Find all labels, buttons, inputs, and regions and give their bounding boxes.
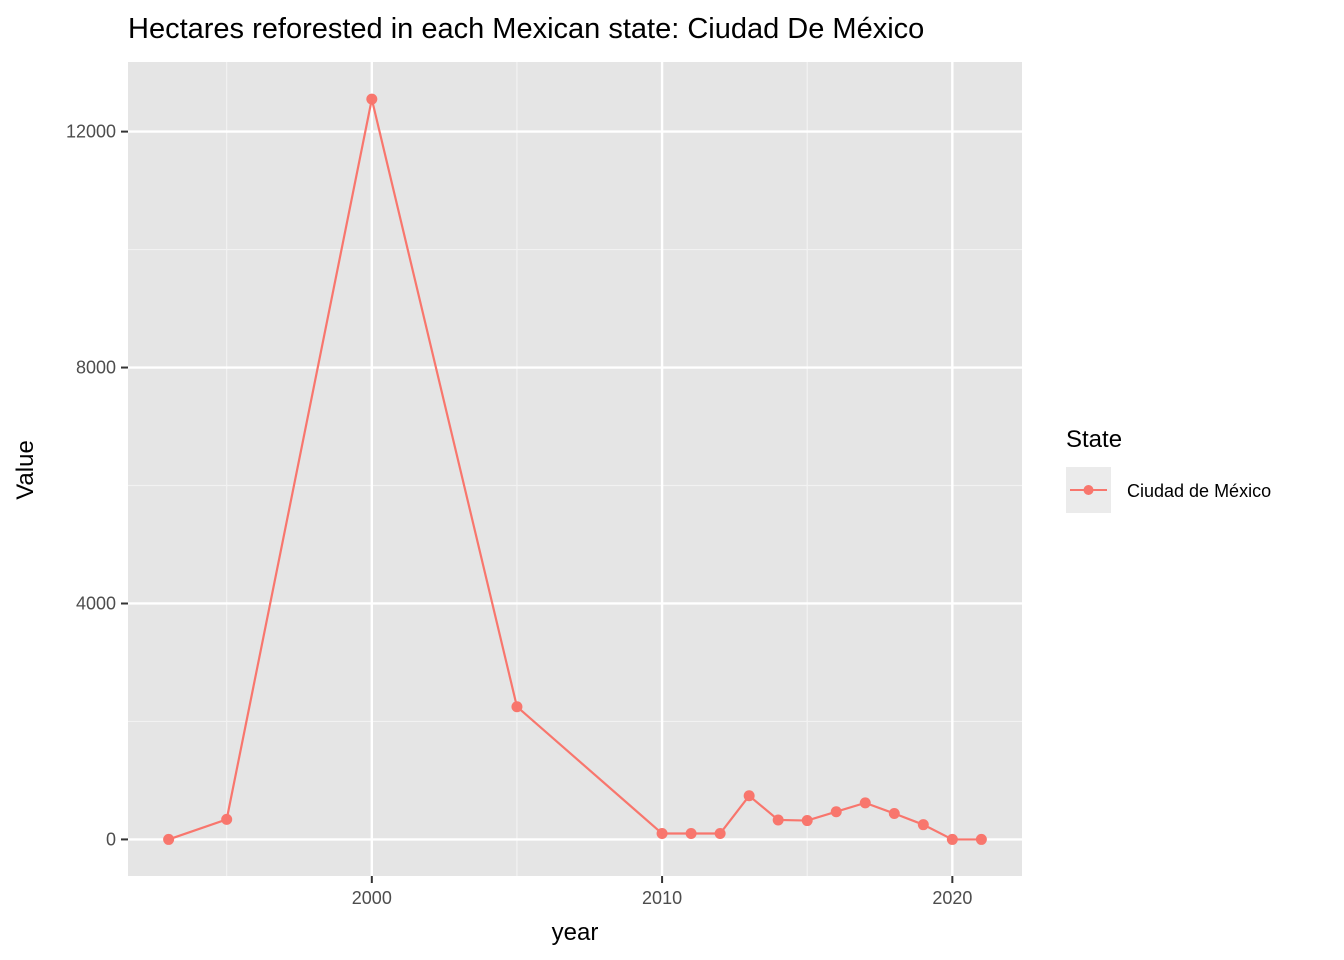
data-point — [859, 797, 871, 809]
legend-title: State — [1066, 426, 1122, 453]
legend: State Ciudad de México — [1066, 426, 1271, 513]
chart-title: Hectares reforested in each Mexican stat… — [128, 13, 924, 45]
data-point — [685, 828, 697, 840]
series-line — [168, 98, 982, 841]
y-tick-label: 12000 — [66, 122, 116, 142]
y-axis-title: Value — [12, 440, 39, 500]
series-layer — [163, 93, 987, 845]
data-point — [366, 93, 378, 105]
legend-key-point — [1083, 485, 1094, 495]
axes: 2000 2010 2020 0 4000 8000 12000 — [66, 122, 972, 908]
data-point — [888, 807, 900, 819]
legend-label: Ciudad de México — [1127, 481, 1271, 501]
data-point — [975, 833, 987, 845]
data-point — [656, 828, 668, 840]
data-point — [714, 828, 726, 840]
plot-panel — [128, 62, 1022, 876]
data-point — [917, 819, 929, 831]
y-tick-label: 0 — [106, 829, 116, 849]
data-point — [221, 813, 233, 825]
x-tick-label: 2010 — [642, 888, 682, 908]
x-tick-label: 2000 — [352, 888, 392, 908]
data-point — [743, 790, 755, 802]
minor-gridlines — [128, 62, 1022, 876]
data-point — [830, 806, 842, 818]
data-point — [163, 833, 175, 845]
data-point — [801, 815, 813, 827]
x-axis-title: year — [552, 919, 599, 946]
data-point — [946, 833, 958, 845]
y-tick-label: 8000 — [76, 358, 116, 378]
data-point — [511, 701, 523, 713]
major-gridlines — [128, 62, 1022, 876]
data-point — [772, 814, 784, 826]
y-tick-label: 4000 — [76, 593, 116, 613]
x-tick-label: 2020 — [932, 888, 972, 908]
